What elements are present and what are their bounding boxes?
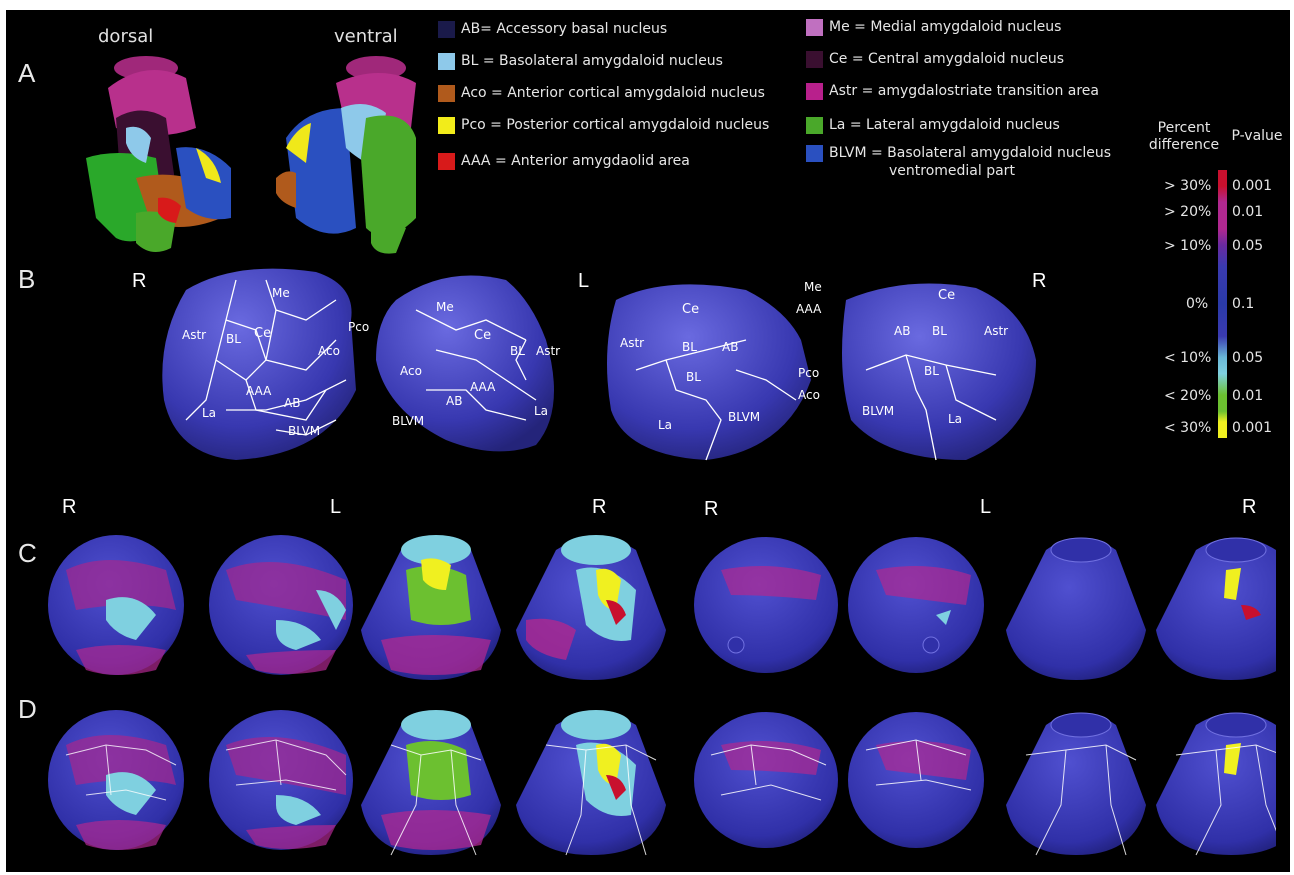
scale-tick-p: 0.001 (1232, 178, 1273, 194)
side-label-r: R (1242, 496, 1257, 518)
legend-item-astr: Astr = amygdalostriate transition area (806, 82, 1099, 100)
surface-d4 (516, 710, 666, 856)
figure-frame: A B C D dorsal ventral (6, 10, 1290, 872)
surface-d7 (1006, 712, 1146, 856)
surface-d3 (361, 710, 501, 856)
side-label-r: R (62, 496, 77, 518)
scale-tick-p: 0.01 (1232, 204, 1264, 220)
scale-tick-pct: > 10% (1164, 238, 1212, 254)
row-c (48, 535, 1276, 680)
legend-label: Me = Medial amygdaloid nucleus (829, 19, 1062, 35)
panel-a-renderings (86, 56, 416, 254)
legend-swatch (806, 19, 823, 36)
side-label-r: R (1032, 270, 1047, 292)
surface-c2 (209, 535, 353, 675)
scale-head-percent: Percent difference (1142, 120, 1226, 154)
legend-label: Astr = amygdalostriate transition area (829, 83, 1099, 99)
surface-c4 (516, 535, 666, 680)
legend-label: AAA = Anterior amygdaolid area (461, 153, 690, 169)
legend-swatch (806, 51, 823, 68)
legend-label: Ce = Central amygdaloid nucleus (829, 51, 1065, 67)
legend-label: BL = Basolateral amygdaloid nucleus (461, 53, 723, 69)
surface-d6 (848, 712, 984, 848)
scale-tick-pct: < 30% (1164, 420, 1212, 436)
legend-item-me: Me = Medial amygdaloid nucleus (806, 18, 1061, 36)
row-d (48, 710, 1276, 856)
legend-item-pco: Pco = Posterior cortical amygdaloid nucl… (438, 116, 769, 134)
panel-b-surfaces (162, 268, 1036, 461)
scale-tick-pct: > 20% (1164, 204, 1212, 220)
dorsal-rendering (86, 56, 231, 252)
scale-head-pvalue: P-value (1231, 128, 1283, 144)
scale-tick-p: 0.05 (1232, 238, 1264, 254)
side-label-r: R (592, 496, 607, 518)
surface-r-right (842, 283, 1036, 460)
side-label-l: L (578, 270, 590, 292)
legend-label-line1: BLVM = Basolateral amygdaloid nucleus (829, 145, 1112, 161)
panel-letter-d: D (18, 694, 37, 724)
surface-c6 (848, 537, 984, 673)
legend-label: Aco = Anterior cortical amygdaloid nucle… (461, 85, 765, 101)
scale-tick-p: 0.001 (1232, 420, 1273, 436)
legend-item-aaa: AAA = Anterior amygdaolid area (438, 152, 690, 170)
panel-letter-b: B (18, 264, 36, 294)
surface-c1 (48, 535, 184, 675)
panel-letter-c: C (18, 538, 37, 568)
surface-dorsal-r (162, 268, 356, 460)
legend-label: AB= Accessory basal nucleus (461, 21, 668, 37)
surface-c3 (361, 535, 501, 680)
legend-item-la: La = Lateral amygdaloid nucleus (806, 116, 1060, 134)
legend-swatch (438, 153, 455, 170)
legend-swatch (806, 83, 823, 100)
legend-swatch (806, 145, 823, 162)
surface-d8 (1156, 712, 1276, 856)
scale-head-percent-2: difference (1148, 137, 1220, 153)
scale-tick-pct: > 30% (1164, 178, 1212, 194)
scale-tick-pct: 0% (1186, 296, 1209, 312)
legend-item-blvm: BLVM = Basolateral amygdaloid nucleus ve… (806, 144, 1111, 180)
legend-label: Pco = Posterior cortical amygdaloid nucl… (461, 117, 770, 133)
surface-d2 (209, 710, 353, 850)
side-label-l: L (980, 496, 992, 518)
color-scale-bar (1218, 170, 1227, 438)
legend-swatch (438, 53, 455, 70)
scale-tick-p: 0.05 (1232, 350, 1264, 366)
scale-tick-pct: < 20% (1164, 388, 1212, 404)
side-label-l: L (330, 496, 342, 518)
legend-item-ce: Ce = Central amygdaloid nucleus (806, 50, 1064, 68)
scale-tick-p: 0.1 (1232, 296, 1255, 312)
scale-head-percent-1: Percent (1157, 120, 1211, 136)
surface-c7 (1006, 537, 1146, 680)
legend-label: BLVM = Basolateral amygdaloid nucleus ve… (829, 144, 1111, 180)
surface-d1 (48, 710, 184, 850)
legend-label: La = Lateral amygdaloid nucleus (829, 117, 1060, 133)
scale-tick-pct: < 10% (1164, 350, 1212, 366)
legend-item-ab: AB= Accessory basal nucleus (438, 20, 667, 38)
surface-l (607, 284, 811, 460)
legend-item-bl: BL = Basolateral amygdaloid nucleus (438, 52, 723, 70)
side-label-r: R (132, 270, 147, 292)
legend-swatch (438, 85, 455, 102)
legend-swatch (438, 21, 455, 38)
surface-d5 (694, 712, 838, 848)
scale-tick-p: 0.01 (1232, 388, 1264, 404)
panel-letter-a: A (18, 58, 36, 88)
panel-cd-surfaces (48, 535, 1276, 856)
ventral-rendering (276, 56, 416, 254)
legend-swatch (806, 117, 823, 134)
side-label-r: R (704, 498, 719, 520)
ventral-label: ventral (334, 26, 398, 47)
dorsal-label: dorsal (98, 26, 154, 47)
legend-label-line2: ventromedial part (889, 163, 1015, 179)
region-outlines (185, 279, 997, 461)
surface-c5 (694, 537, 838, 673)
surface-c8 (1156, 537, 1276, 680)
surface-ventral-r (376, 275, 554, 452)
legend-swatch (438, 117, 455, 134)
legend-item-aco: Aco = Anterior cortical amygdaloid nucle… (438, 84, 765, 102)
